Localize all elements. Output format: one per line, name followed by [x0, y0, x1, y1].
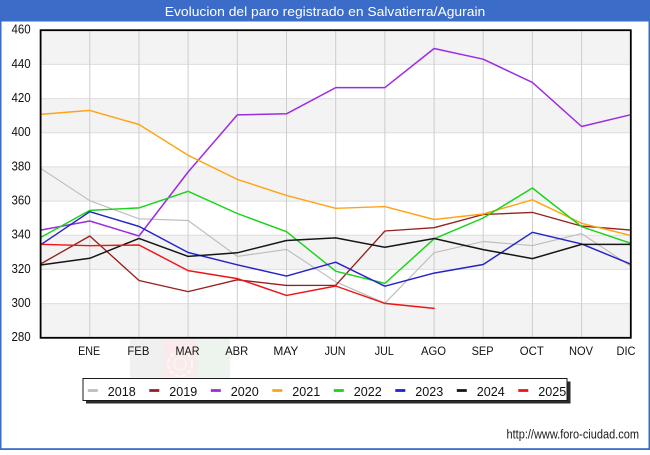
svg-text:JUN: JUN	[325, 344, 346, 358]
svg-text:FEB: FEB	[127, 344, 149, 358]
svg-text:NOV: NOV	[569, 344, 594, 358]
svg-text:2021: 2021	[292, 385, 320, 399]
svg-text:2018: 2018	[108, 385, 136, 399]
svg-text:400: 400	[12, 124, 31, 139]
svg-text:http://www.foro-ciudad.com: http://www.foro-ciudad.com	[507, 426, 640, 441]
svg-text:DIC: DIC	[617, 344, 636, 358]
svg-text:SEP: SEP	[472, 344, 494, 358]
svg-text:280: 280	[12, 329, 31, 344]
svg-text:380: 380	[12, 158, 31, 173]
svg-text:460: 460	[12, 22, 31, 37]
svg-text:300: 300	[12, 295, 31, 310]
svg-text:OCT: OCT	[520, 344, 544, 358]
svg-text:2025: 2025	[538, 385, 566, 399]
svg-text:MAR: MAR	[176, 344, 200, 358]
svg-text:320: 320	[12, 261, 31, 276]
svg-text:2022: 2022	[354, 385, 382, 399]
svg-text:440: 440	[12, 56, 31, 71]
svg-text:2024: 2024	[477, 385, 505, 399]
svg-text:ENE: ENE	[78, 344, 100, 358]
svg-text:ABR: ABR	[225, 344, 248, 358]
svg-text:2019: 2019	[169, 385, 197, 399]
svg-text:MAY: MAY	[273, 344, 298, 358]
svg-text:420: 420	[12, 90, 31, 105]
svg-text:360: 360	[12, 193, 31, 208]
svg-text:JUL: JUL	[375, 344, 394, 358]
svg-text:2023: 2023	[415, 385, 443, 399]
svg-text:Evolucion del paro registrado: Evolucion del paro registrado en Salvati…	[165, 4, 486, 19]
svg-text:2020: 2020	[231, 385, 259, 399]
svg-text:AGO: AGO	[421, 344, 446, 358]
svg-text:340: 340	[12, 227, 31, 242]
